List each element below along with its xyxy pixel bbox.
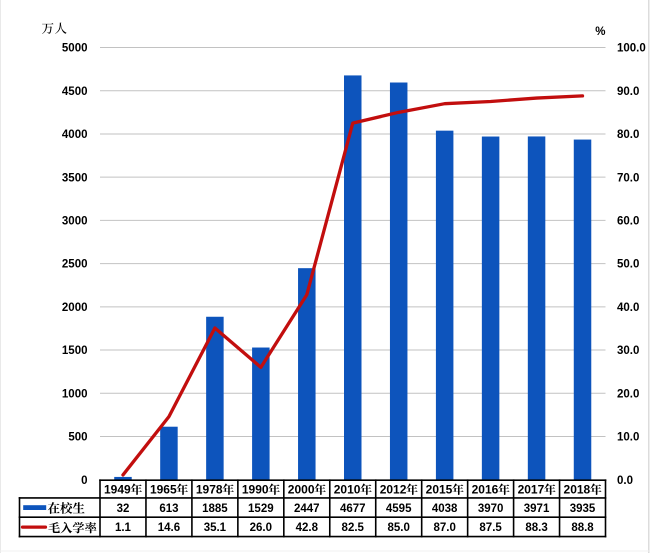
svg-text:%: % [595,26,605,38]
svg-text:30.0: 30.0 [617,345,639,357]
svg-text:3970: 3970 [478,503,504,515]
svg-text:26.0: 26.0 [250,522,272,534]
svg-text:2015: 2015 [426,482,453,496]
svg-text:42.8: 42.8 [296,522,319,534]
svg-text:4038: 4038 [432,503,458,515]
svg-text:87.5: 87.5 [479,522,502,534]
svg-text:85.0: 85.0 [388,522,410,534]
svg-text:100.0: 100.0 [617,43,646,55]
svg-text:4000: 4000 [62,129,88,141]
svg-text:0.0: 0.0 [617,475,633,487]
svg-text:3935: 3935 [570,503,596,515]
svg-text:35.1: 35.1 [204,522,227,534]
svg-text:3000: 3000 [62,215,88,227]
svg-text:80.0: 80.0 [617,129,639,141]
svg-text:82.5: 82.5 [342,522,365,534]
svg-text:90.0: 90.0 [617,86,639,98]
svg-text:1990: 1990 [242,482,269,496]
svg-text:2012: 2012 [380,482,407,496]
svg-text:10.0: 10.0 [617,432,639,444]
svg-text:87.0: 87.0 [433,522,455,534]
svg-text:1978: 1978 [196,482,223,496]
svg-text:613: 613 [159,503,178,515]
svg-text:1500: 1500 [62,345,88,357]
svg-text:2000: 2000 [288,482,315,496]
svg-text:1965: 1965 [150,482,177,496]
svg-text:88.8: 88.8 [571,522,594,534]
svg-text:4595: 4595 [386,503,412,515]
svg-text:2017: 2017 [518,482,545,496]
svg-text:32: 32 [117,503,130,515]
svg-text:0: 0 [81,475,87,487]
svg-text:500: 500 [68,432,87,444]
svg-text:70.0: 70.0 [617,172,639,184]
svg-text:2010: 2010 [334,482,361,496]
svg-text:60.0: 60.0 [617,215,639,227]
svg-text:5000: 5000 [62,43,88,55]
svg-text:3971: 3971 [524,503,550,515]
svg-text:2447: 2447 [294,503,320,515]
svg-text:1885: 1885 [202,503,228,515]
svg-text:1529: 1529 [248,503,274,515]
svg-text:40.0: 40.0 [617,302,639,314]
svg-text:50.0: 50.0 [617,259,639,271]
svg-text:1.1: 1.1 [115,522,132,534]
svg-text:2500: 2500 [62,259,88,271]
svg-text:20.0: 20.0 [617,388,639,400]
svg-text:2000: 2000 [62,302,88,314]
svg-text:3500: 3500 [62,172,88,184]
svg-text:1949: 1949 [104,482,131,496]
svg-text:4500: 4500 [62,86,88,98]
svg-text:88.3: 88.3 [525,522,547,534]
svg-text:2016: 2016 [472,482,499,496]
svg-text:14.6: 14.6 [158,522,180,534]
svg-text:4677: 4677 [340,503,366,515]
svg-text:1000: 1000 [62,388,88,400]
svg-text:2018: 2018 [564,482,591,496]
